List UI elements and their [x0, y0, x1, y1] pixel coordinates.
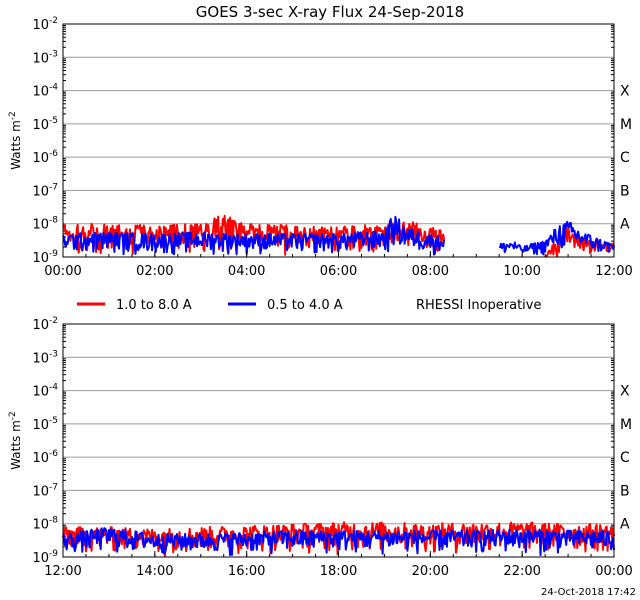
series-short-band: [62, 215, 615, 256]
y-axis-label: Watts m-2: [8, 111, 23, 170]
y-tick-label-3: 10-5: [32, 416, 58, 433]
y-tick-label-3: 10-5: [32, 116, 58, 133]
y-tick-label-0: 10-2: [32, 16, 58, 33]
series-trace-morning-0-1: [544, 227, 615, 258]
flare-class-X: X: [620, 384, 630, 400]
x-tick-label-1: 02:00: [136, 264, 173, 279]
x-tick-label-5: 10:00: [503, 264, 540, 279]
x-tick-label-3: 06:00: [320, 264, 357, 279]
legend-item-long-band: 1.0 to 8.0 A: [77, 298, 192, 313]
y-tick-label-0: 10-2: [32, 316, 58, 333]
x-tick-label-2: 04:00: [228, 264, 265, 279]
footer-timestamp: 24-Oct-2018 17:42: [541, 587, 636, 598]
y-tick-label-1: 10-3: [32, 49, 58, 66]
series-trace-morning-0-0: [62, 214, 446, 256]
y-tick-label-4: 10-6: [32, 449, 58, 466]
y-tick-label-6: 10-8: [32, 516, 58, 533]
y-axis-label: Watts m-2: [8, 411, 23, 470]
series-trace-afternoon-0-0: [62, 521, 615, 558]
flare-class-C: C: [620, 150, 630, 166]
y-tick-label-1: 10-3: [32, 349, 58, 366]
chart-title: GOES 3-sec X-ray Flux 24-Sep-2018: [196, 3, 464, 21]
legend: 1.0 to 8.0 A 0.5 to 4.0 A RHESSI Inopera…: [77, 298, 541, 313]
flare-class-M: M: [620, 117, 632, 133]
series-short-band: [62, 527, 615, 557]
legend-item-short-band: 0.5 to 4.0 A: [228, 298, 343, 313]
status-note: RHESSI Inoperative: [416, 298, 541, 313]
series-trace-morning-1-0: [62, 215, 446, 256]
y-tick-label-2: 10-4: [32, 383, 58, 400]
x-tick-label-4: 20:00: [412, 564, 449, 579]
plot-panel-afternoon: 10-2 10-3 10-4 10-5 10-6 10-7 10-8 10-9 X M C B A 12:…: [8, 316, 633, 579]
x-tick-label-1: 14:00: [136, 564, 173, 579]
flare-class-B: B: [620, 483, 630, 499]
y-tick-label-7: 10-9: [32, 549, 58, 566]
flare-class-A: A: [620, 217, 630, 233]
x-tick-label-6: 12:00: [595, 264, 632, 279]
legend-label-short-band: 0.5 to 4.0 A: [267, 298, 343, 313]
x-tick-label-0: 12:00: [44, 564, 81, 579]
x-tick-label-6: 00:00: [595, 564, 632, 579]
y-tick-label-2: 10-4: [32, 83, 58, 100]
y-tick-label-6: 10-8: [32, 216, 58, 233]
flare-class-B: B: [620, 183, 630, 199]
x-tick-label-4: 08:00: [412, 264, 449, 279]
flare-class-M: M: [620, 417, 632, 433]
flare-class-A: A: [620, 517, 630, 533]
y-tick-label-4: 10-6: [32, 149, 58, 166]
x-tick-label-0: 00:00: [44, 264, 81, 279]
y-tick-label-5: 10-7: [32, 482, 58, 499]
x-tick-label-3: 18:00: [320, 564, 357, 579]
plot-panel-morning: 10-2 10-3 10-4 10-5 10-6 10-7 10-8 10-9 X M C B A 00:…: [8, 16, 633, 279]
legend-label-long-band: 1.0 to 8.0 A: [116, 298, 192, 313]
y-tick-label-5: 10-7: [32, 182, 58, 199]
flare-class-C: C: [620, 450, 630, 466]
x-tick-label-2: 16:00: [228, 564, 265, 579]
flare-class-X: X: [620, 84, 630, 100]
plot-panels: 10-2 10-3 10-4 10-5 10-6 10-7 10-8 10-9 X M C B A 00:…: [8, 16, 633, 579]
series-long-band: [62, 214, 615, 258]
series-long-band: [62, 521, 615, 558]
x-tick-label-5: 22:00: [503, 564, 540, 579]
plot-frame: [62, 23, 615, 258]
y-tick-label-7: 10-9: [32, 249, 58, 266]
series-trace-afternoon-1-0: [62, 527, 615, 557]
series-trace-morning-1-1: [498, 220, 615, 256]
